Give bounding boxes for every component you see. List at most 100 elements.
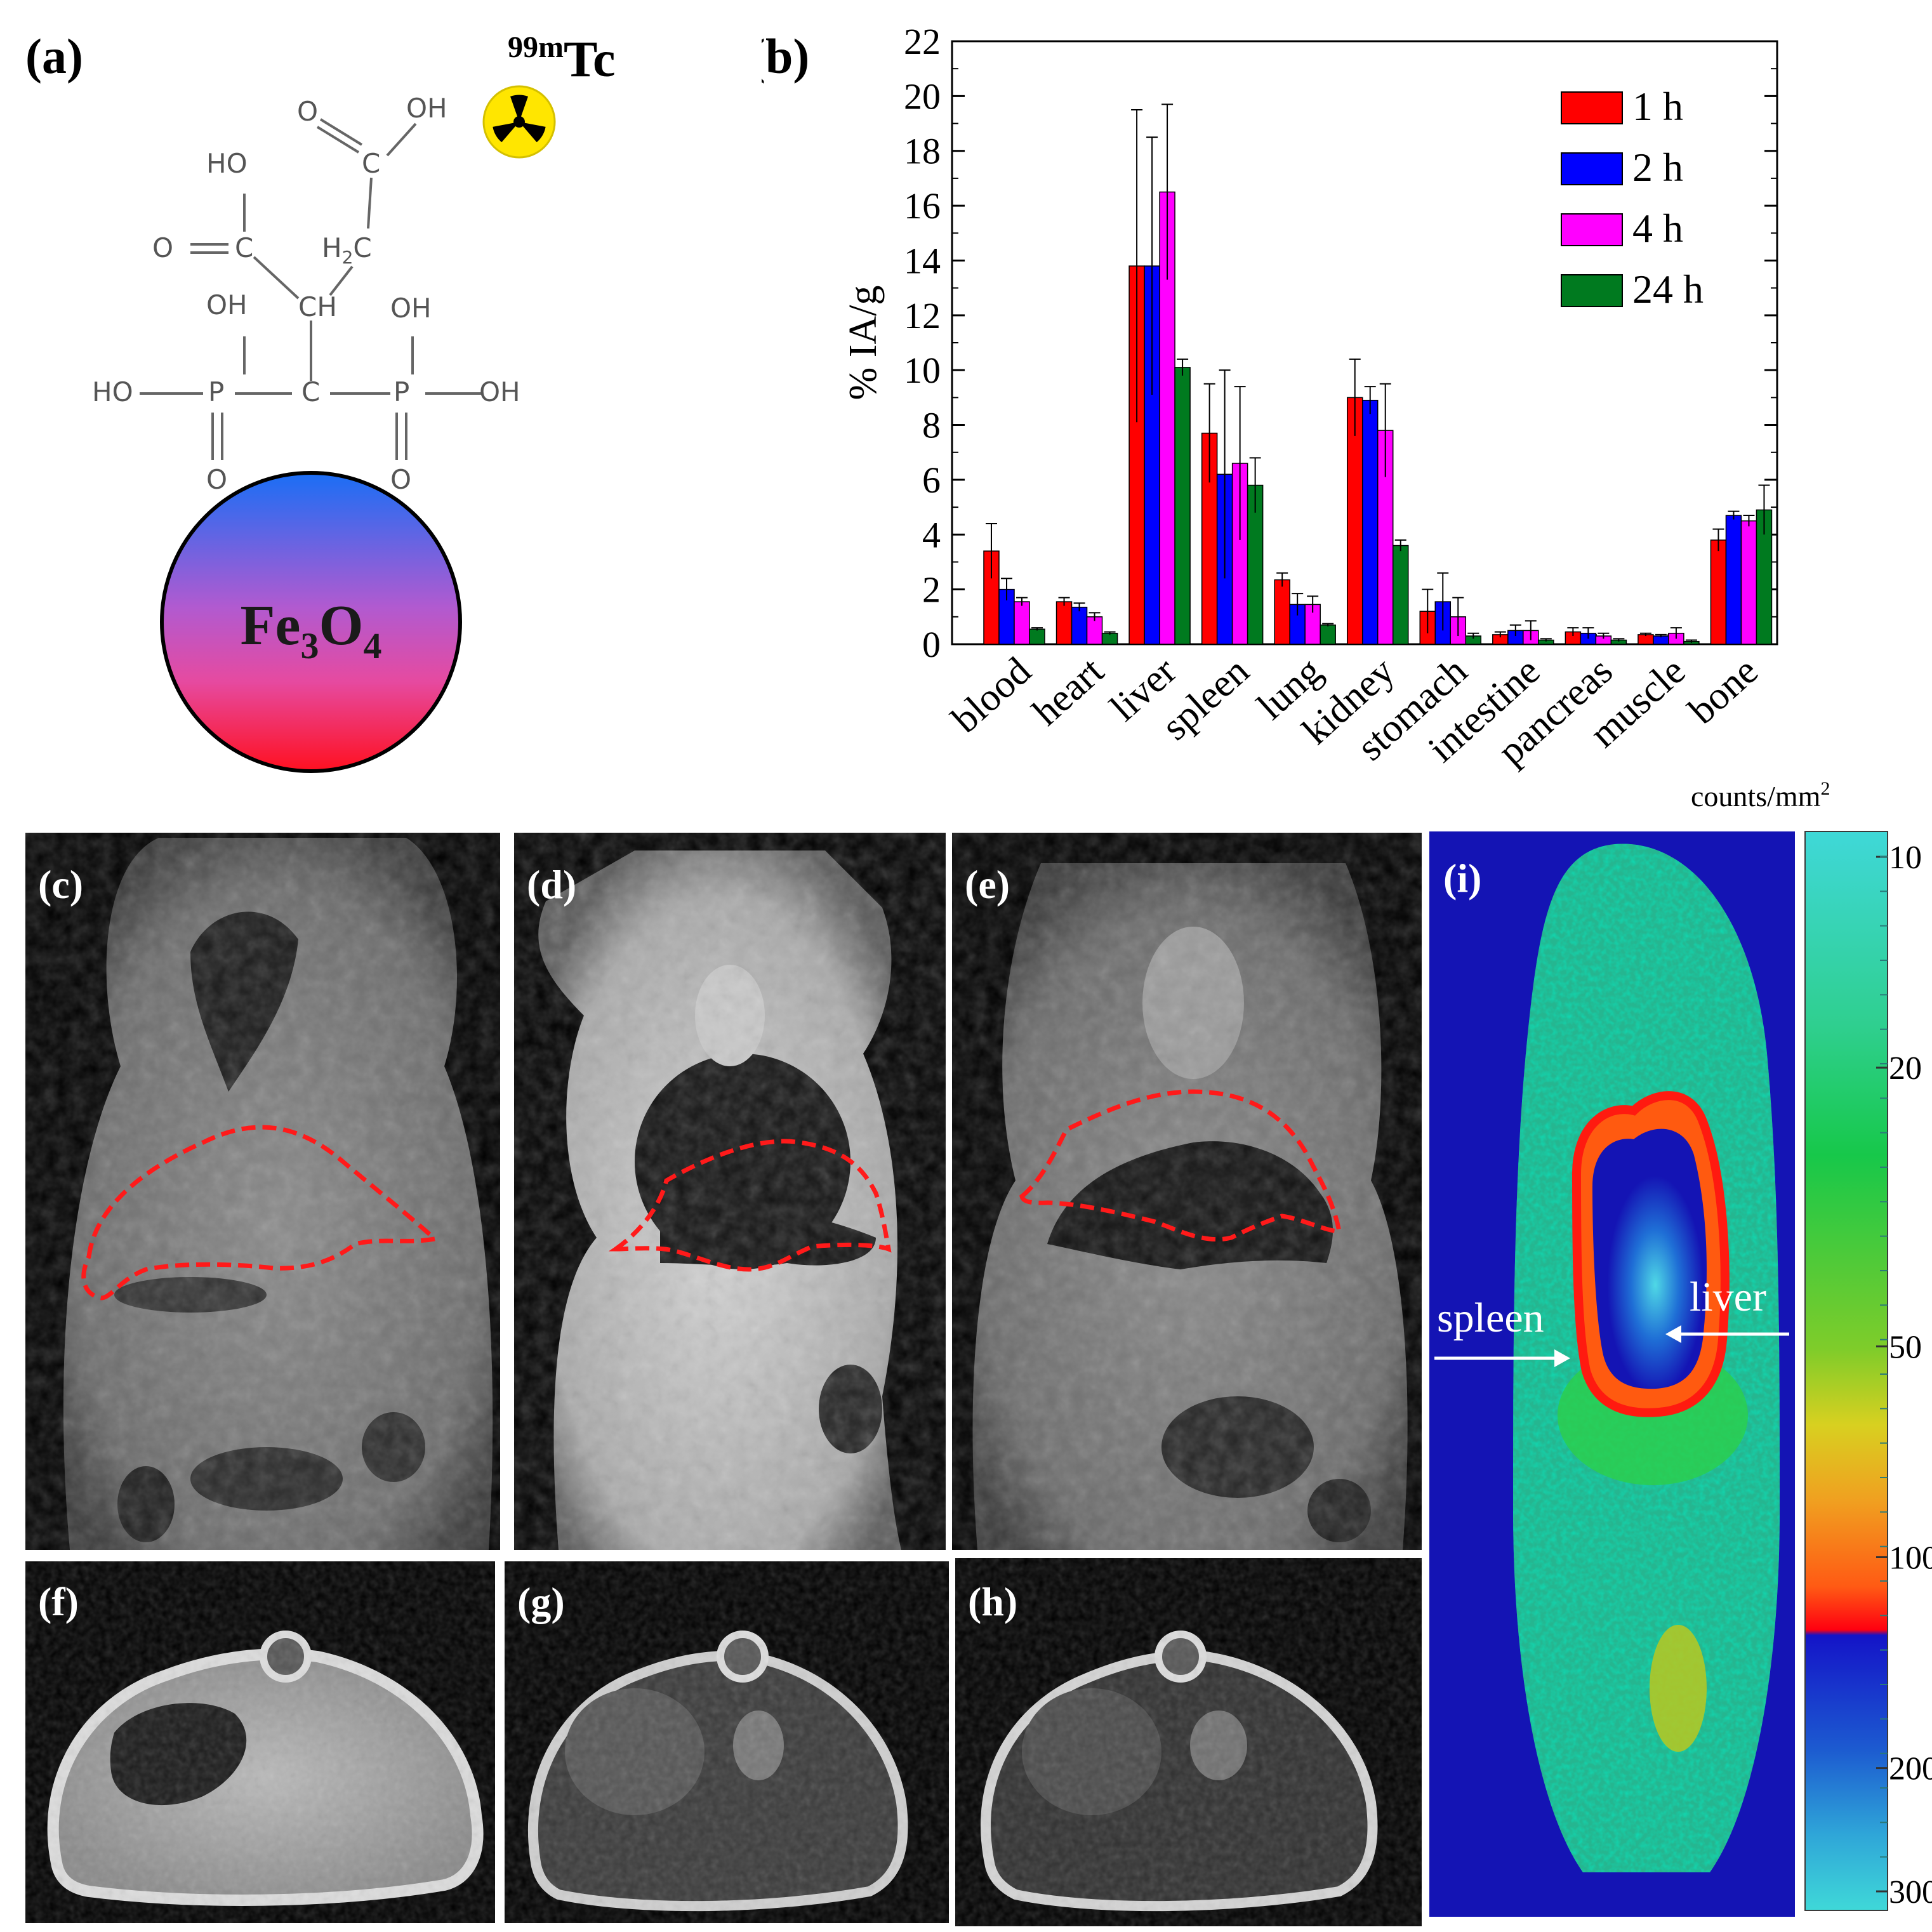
legend-label: 4 h <box>1632 206 1683 251</box>
mri-coronal-e: (e) <box>952 833 1422 1550</box>
molecule-atoms: O OH C HO O C H2C CH OH OH HO P C P OH O… <box>92 93 520 495</box>
mri-axial-g: (g) <box>505 1561 949 1923</box>
atom-p-right: P <box>394 376 409 407</box>
spleen-arrow <box>1434 1349 1570 1367</box>
atom-h2c: H2C <box>322 232 372 268</box>
fe3o4-label: Fe3O4 <box>241 594 382 666</box>
radiation-icon <box>482 85 556 159</box>
x-tick-label: bone <box>1681 649 1766 732</box>
molecule-bonds <box>140 118 482 460</box>
legend-swatch <box>1561 213 1623 246</box>
y-tick-label: 10 <box>904 350 941 391</box>
atom-oh-right: OH <box>390 293 432 324</box>
legend-swatch <box>1561 274 1623 307</box>
atom-c-left: C <box>235 232 253 263</box>
atom-ho-upper: HO <box>206 148 248 179</box>
atom-oh-top: OH <box>406 93 447 124</box>
bar <box>1029 628 1045 645</box>
bar <box>1320 625 1336 645</box>
bar <box>1725 515 1742 645</box>
colorbar-tick-label: 20 <box>1889 1050 1922 1087</box>
bar <box>1055 601 1073 645</box>
panel-label-d: (d) <box>527 862 576 907</box>
atom-o-top: O <box>297 96 318 127</box>
atom-ch: CH <box>298 291 337 322</box>
y-tick-label: 16 <box>904 185 941 227</box>
bar <box>1101 632 1118 645</box>
colorbar-tick-label: 100 <box>1889 1540 1932 1576</box>
y-tick-label: 0 <box>922 624 941 665</box>
panel-label-h: (h) <box>968 1579 1017 1624</box>
bar <box>1174 367 1191 645</box>
panel-i-spect: counts/mm2 (i) spleen liver 10 20 50 100 200… <box>1429 781 1932 1917</box>
y-tick-label: 6 <box>922 460 941 501</box>
y-tick-label: 18 <box>904 131 941 172</box>
isotope-superscript: 99m <box>508 30 564 64</box>
bar <box>1710 539 1727 645</box>
isotope-symbol: Tc <box>564 32 616 88</box>
legend-label: 2 h <box>1632 145 1683 190</box>
bar <box>1377 430 1394 645</box>
liver-outline-c <box>81 1125 440 1300</box>
legend-swatch <box>1561 152 1623 185</box>
spleen-label: spleen <box>1437 1295 1544 1341</box>
panel-label-i: (i) <box>1443 856 1481 901</box>
y-axis-label: % IA/g <box>842 286 885 400</box>
x-tick-label: blood <box>944 649 1039 741</box>
y-tick-label: 8 <box>922 405 941 446</box>
atom-c-upper: C <box>362 148 380 179</box>
bar <box>1392 545 1409 645</box>
mri-panels: (c) (d) (e) (f) <box>25 833 1422 1926</box>
bar <box>1086 616 1103 645</box>
colorbar-tick-label: 10 <box>1889 840 1922 876</box>
x-tick-label: heart <box>1024 649 1112 734</box>
legend-swatch <box>1561 91 1623 124</box>
panel-label-b: (b) <box>762 29 809 84</box>
colorbar-tick-label: 200 <box>1889 1751 1932 1787</box>
liver-outline-d <box>608 1139 892 1272</box>
colorbar-tick-label: 50 <box>1889 1329 1922 1365</box>
atom-o-bottom-left: O <box>206 464 227 495</box>
atom-o-bottom-right: O <box>390 464 411 495</box>
x-tick-label: spleen <box>1154 649 1257 749</box>
y-tick-label: 4 <box>922 514 941 555</box>
mri-coronal-d: (d) <box>514 833 946 1550</box>
atom-o-left: O <box>152 232 173 263</box>
mri-axial-h: (h) <box>955 1558 1422 1926</box>
colorbar-ticks: 10 20 50 100 200 300 <box>1876 840 1932 1910</box>
liver-outline-e <box>1019 1089 1342 1242</box>
panel-label-f: (f) <box>38 1579 79 1624</box>
fe3o4-nanoparticle <box>160 471 462 773</box>
colorbar <box>1804 831 1888 1911</box>
panel-label-c: (c) <box>38 862 83 907</box>
y-tick-label: 22 <box>904 21 941 62</box>
colorbar-unit-label: counts/mm2 <box>1691 781 1830 812</box>
y-tick-label: 14 <box>904 240 941 281</box>
bar <box>1071 606 1088 645</box>
bar <box>1638 634 1654 645</box>
panel-a: (a) 99mTc O OH C H <box>25 29 616 773</box>
bar <box>1756 509 1773 645</box>
isotope-label: 99mTc <box>508 30 616 88</box>
atom-oh-far-right: OH <box>479 376 520 407</box>
panel-label-e: (e) <box>965 862 1010 907</box>
liver-label: liver <box>1690 1274 1766 1320</box>
y-tick-label: 12 <box>904 295 941 336</box>
legend-label: 1 h <box>1632 84 1683 129</box>
mri-coronal-c: (c) <box>25 833 500 1550</box>
legend-label: 24 h <box>1632 267 1704 312</box>
y-tick-label: 2 <box>922 569 941 611</box>
atom-p-left: P <box>208 376 224 407</box>
colorbar-tick-label: 300 <box>1889 1874 1932 1910</box>
bar <box>1274 579 1290 645</box>
bar <box>1346 397 1363 645</box>
mri-axial-f: (f) <box>25 1561 495 1923</box>
y-tick-label: 20 <box>904 76 941 117</box>
bar <box>1361 399 1379 645</box>
liver-arrow <box>1665 1325 1789 1343</box>
atom-c-center: C <box>301 376 320 407</box>
panel-label-a: (a) <box>25 29 83 84</box>
bar <box>1014 601 1030 645</box>
atom-ho-far-left: HO <box>92 376 133 407</box>
